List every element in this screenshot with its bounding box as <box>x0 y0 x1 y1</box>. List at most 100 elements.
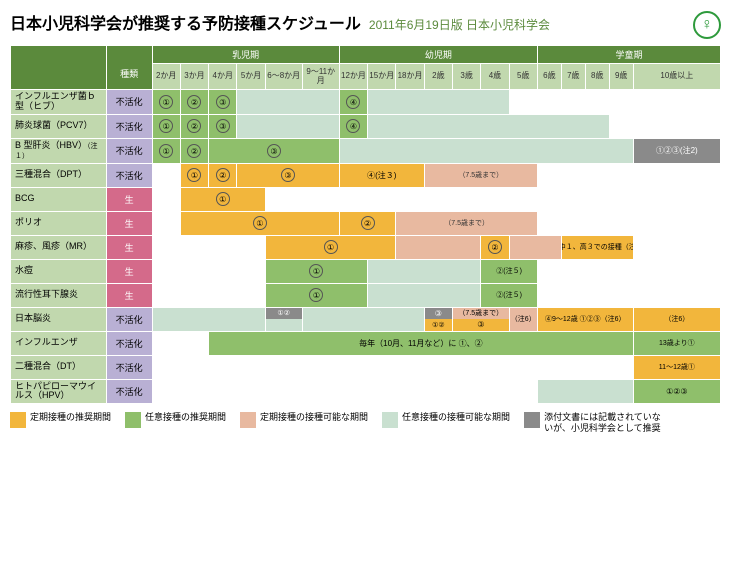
age-7y: 7歳 <box>561 64 585 90</box>
age-15m: 15か月 <box>368 64 396 90</box>
type-dpt: 不活化 <box>106 163 152 187</box>
period-header-row: 種類 乳児期 幼児期 学童期 <box>11 46 721 64</box>
period-school: 学童期 <box>537 46 720 64</box>
header: 日本小児科学会が推奨する予防接種スケジュール 2011年6月19日版 日本小児科… <box>10 10 721 39</box>
row-dpt: 三種混合（DPT） 不活化 ① ② ③ ④(注３) （7.5歳まで） <box>11 163 721 187</box>
legend-item-4: 任意接種の接種可能な期間 <box>382 412 510 428</box>
age-12m: 12か月 <box>339 64 367 90</box>
type-je: 不活化 <box>106 307 152 331</box>
age-6-8m: 6～8か月 <box>265 64 302 90</box>
mr-d1: ① <box>266 236 396 259</box>
row-hib: インフルエンザ菌ｂ型（ヒブ） 不活化 ① ② ③ ④ <box>11 90 721 115</box>
pcv7-d1: ① <box>153 115 180 138</box>
corner-cell <box>11 46 107 90</box>
age-5y: 5歳 <box>509 64 537 90</box>
mumps-range <box>368 284 480 307</box>
vaccine-hib: インフルエンザ菌ｂ型（ヒブ） <box>11 90 107 115</box>
legend: 定期接種の推奨期間 任意接種の推奨期間 定期接種の接種可能な期間 任意接種の接種… <box>10 412 721 434</box>
type-flu: 不活化 <box>106 331 152 355</box>
hbv-d1: ① <box>153 139 180 163</box>
vaccine-flu: インフルエンザ <box>11 331 107 355</box>
hib-d4: ④ <box>340 90 367 114</box>
hib-d3: ③ <box>209 90 236 114</box>
hib-range2 <box>368 90 508 114</box>
pcv7-range1 <box>237 115 338 138</box>
period-infant: 乳児期 <box>152 46 339 64</box>
hpv-doses: ①②③ <box>634 380 720 404</box>
row-dt: 二種混合（DT） 不活化 11～12歳① <box>11 355 721 379</box>
flu-text: 毎年（10月、11月など）に ①、② <box>209 332 633 355</box>
je-note6b: （注6） <box>634 308 720 331</box>
type-hpv: 不活化 <box>106 379 152 404</box>
mumps-d1: ① <box>266 284 367 307</box>
type-dt: 不活化 <box>106 355 152 379</box>
vaccine-polio: ポリオ <box>11 211 107 235</box>
age-5m: 5か月 <box>237 64 265 90</box>
row-bcg: BCG 生 ① <box>11 187 721 211</box>
legend-item-1: 定期接種の推奨期間 <box>10 412 111 428</box>
row-mumps: 流行性耳下腺炎 生 ① ②(注５) <box>11 283 721 307</box>
age-2y: 2歳 <box>424 64 452 90</box>
mr-range <box>396 236 480 259</box>
legend-item-3: 定期接種の接種可能な期間 <box>240 412 368 428</box>
type-bcg: 生 <box>106 187 152 211</box>
row-hbv: B 型肝炎（HBV）（注１） 不活化 ① ② ③ ①②③(注2) <box>11 138 721 163</box>
age-9-11m: 9～11か月 <box>302 64 339 90</box>
logo-icon: ♀ <box>693 11 721 39</box>
age-4m: 4か月 <box>209 64 237 90</box>
hbv-d2: ② <box>181 139 208 163</box>
pcv7-d4: ④ <box>340 115 367 138</box>
vaccine-hpv: ヒトパピローマウイルス（HPV） <box>11 379 107 404</box>
hbv-gray: ①②③(注2) <box>634 139 720 163</box>
mr-school: ③④中１、高３での接種（注４） <box>562 236 633 259</box>
hbv-range <box>340 139 633 163</box>
mr-range2 <box>510 236 561 259</box>
page-subtitle: 2011年6月19日版 日本小児科学会 <box>369 16 550 33</box>
hbv-d3: ③ <box>209 139 339 163</box>
age-3y: 3歳 <box>453 64 481 90</box>
var-d1: ① <box>266 260 367 283</box>
row-varicella: 水痘 生 ① ②(注５) <box>11 259 721 283</box>
polio-d2: ② <box>340 212 396 235</box>
je-upto75: （7.5歳まで） <box>453 308 509 320</box>
je-mint <box>303 308 424 331</box>
je-note6a: （注6） <box>510 308 537 331</box>
row-mr: 麻疹、風疹（MR） 生 ① ② ③④中１、高３での接種（注４） <box>11 235 721 259</box>
legend-item-2: 任意接種の推奨期間 <box>125 412 226 428</box>
hib-d2: ② <box>181 90 208 114</box>
type-header: 種類 <box>106 46 152 90</box>
row-flu: インフルエンザ 不活化 毎年（10月、11月など）に ①、② 13歳より① <box>11 331 721 355</box>
vaccine-je: 日本脳炎 <box>11 307 107 331</box>
polio-upto75: （7.5歳まで） <box>396 212 537 235</box>
dpt-upto75: （7.5歳まで） <box>425 164 537 187</box>
vaccine-varicella: 水痘 <box>11 259 107 283</box>
age-6y: 6歳 <box>537 64 561 90</box>
vaccine-mumps: 流行性耳下腺炎 <box>11 283 107 307</box>
dpt-d1: ① <box>181 164 208 187</box>
period-toddler: 幼児期 <box>339 46 537 64</box>
dpt-d4: ④(注３) <box>340 164 424 187</box>
hib-d1: ① <box>153 90 180 114</box>
vaccine-pcv7: 肺炎球菌（PCV7） <box>11 114 107 138</box>
type-hbv: 不活化 <box>106 138 152 163</box>
je-gray3: ③ <box>425 308 452 320</box>
je-school: ④9～12歳 ①②③（注6） <box>538 308 633 331</box>
type-polio: 生 <box>106 211 152 235</box>
mr-d2: ② <box>481 236 508 259</box>
type-varicella: 生 <box>106 259 152 283</box>
legend-item-5: 添付文書には記載されていないが、小児科学会として推奨 <box>524 412 664 434</box>
age-3m: 3か月 <box>180 64 208 90</box>
dt-age: 11～12歳① <box>634 356 720 379</box>
age-8y: 8歳 <box>585 64 609 90</box>
polio-d1: ① <box>181 212 339 235</box>
hpv-range <box>538 380 633 404</box>
age-10plus: 10歳以上 <box>633 64 720 90</box>
flu-13: 13歳より① <box>634 332 720 355</box>
je-pre <box>153 308 265 331</box>
row-je: 日本脳炎 不活化 ①② ③①② （7.5歳まで）③ （注6） ④9～12歳 ①②… <box>11 307 721 331</box>
page-title: 日本小児科学会が推奨する予防接種スケジュール <box>10 10 361 34</box>
bcg-d1: ① <box>181 188 265 211</box>
row-hpv: ヒトパピローマウイルス（HPV） 不活化 ①②③ <box>11 379 721 404</box>
pcv7-d3: ③ <box>209 115 236 138</box>
age-18m: 18か月 <box>396 64 424 90</box>
